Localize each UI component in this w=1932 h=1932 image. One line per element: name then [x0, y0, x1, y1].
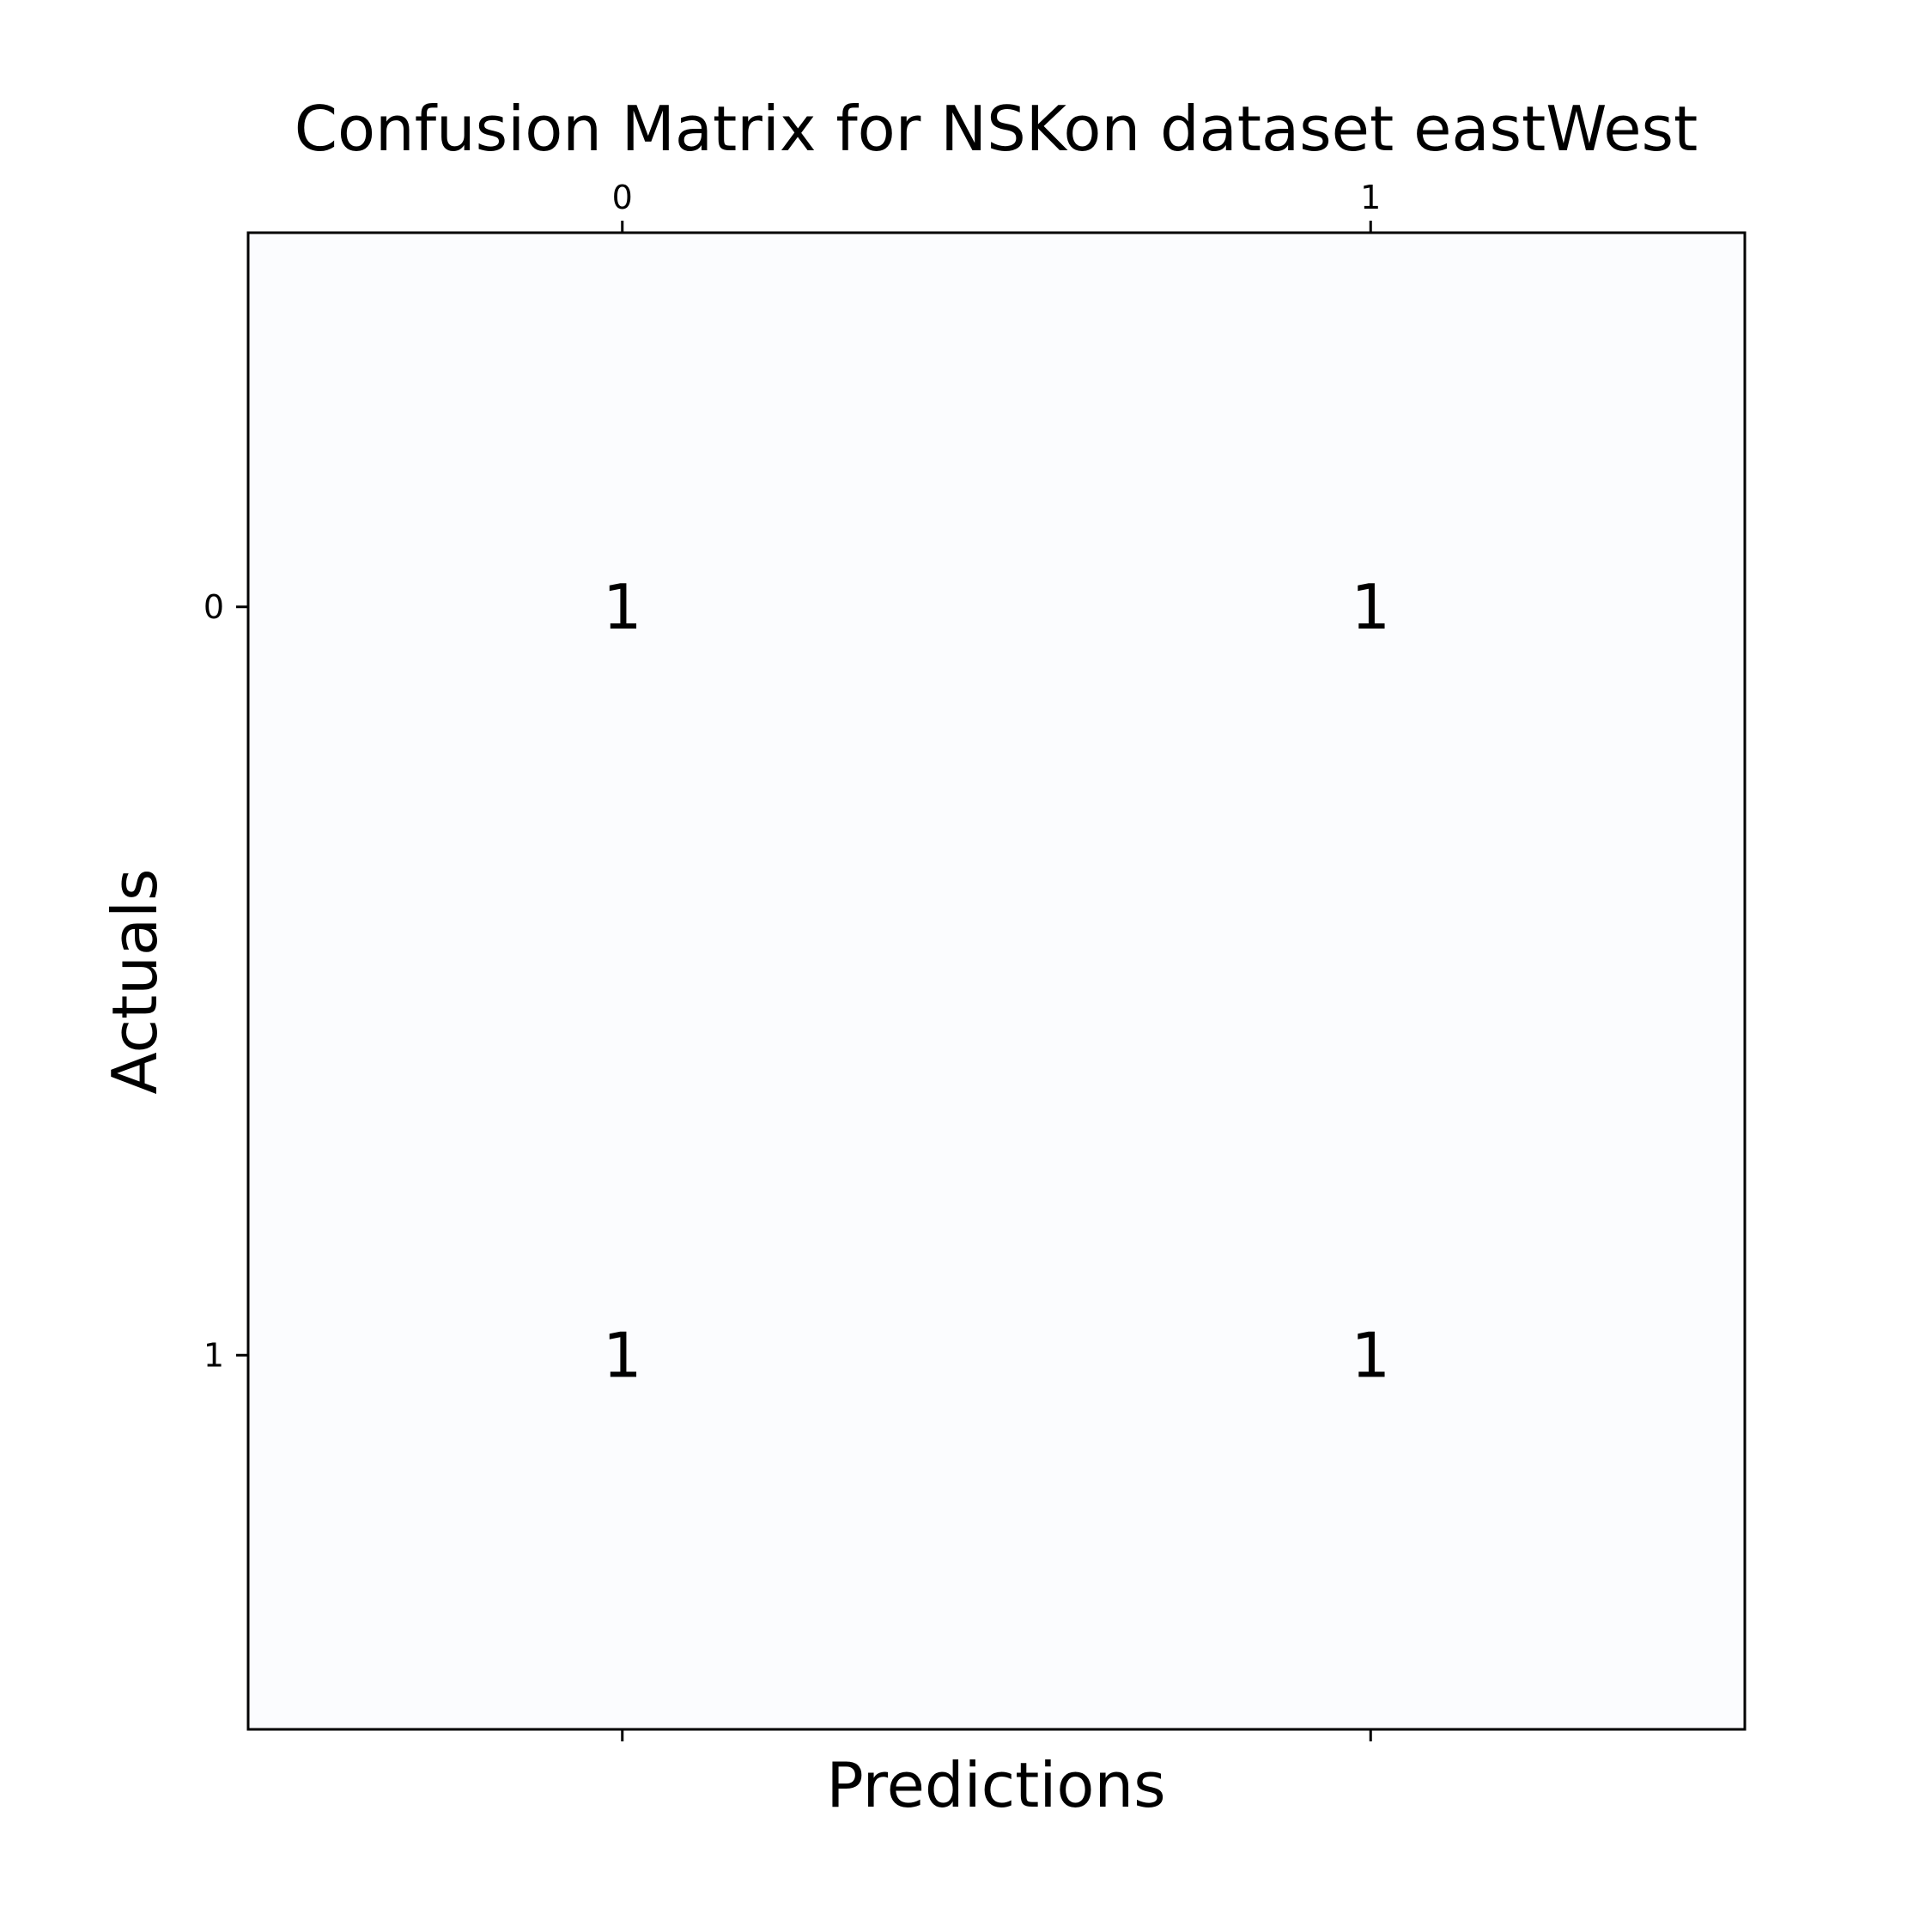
heatmap-cell-r0-c1 [996, 233, 1745, 981]
cell-value-r1-c1: 1 [1351, 1319, 1390, 1391]
cell-value-r1-c0: 1 [603, 1319, 642, 1391]
cell-value-r0-c0: 1 [603, 571, 642, 643]
heatmap-cell-r0-c0 [248, 233, 997, 981]
y-tick-label-1: 1 [204, 1336, 224, 1374]
y-axis-label: Actuals [99, 868, 171, 1094]
heatmap-cell-r1-c0 [248, 981, 997, 1729]
y-tick-label-0: 0 [204, 588, 224, 626]
x-axis-label: Predictions [826, 1749, 1165, 1821]
y-axis-ticks: 01 [204, 588, 248, 1374]
x-tick-label-0: 0 [612, 179, 633, 216]
cell-value-labels: 1 1 1 1 [603, 571, 1390, 1392]
heatmap-cell-r1-c1 [996, 981, 1745, 1729]
chart-title: Confusion Matrix for NSKon dataset eastW… [295, 93, 1698, 165]
x-tick-label-1: 1 [1360, 179, 1381, 216]
heatmap-cells [248, 233, 1745, 1729]
plot-frame [246, 231, 1747, 1731]
cell-value-r0-c1: 1 [1351, 571, 1390, 643]
